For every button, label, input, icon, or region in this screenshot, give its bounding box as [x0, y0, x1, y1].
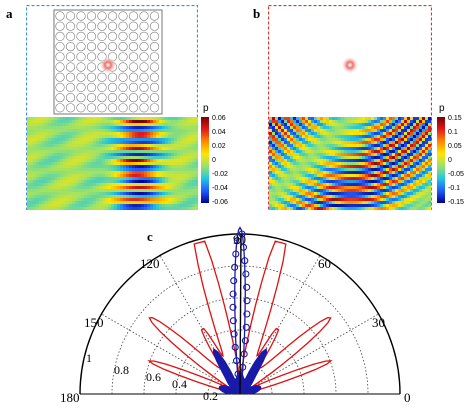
panel-a-figure: [26, 5, 198, 210]
blue-marker: [232, 250, 240, 258]
blue-marker: [230, 277, 238, 285]
cbar-a-tick: 0.06: [212, 115, 226, 122]
panel-b-letter: b: [253, 6, 261, 21]
cbar-b-tick: 0: [448, 157, 452, 164]
panel-c-polar-plot: c 90 120 60 150 30 180 0 1 0.8 0.6 0.4 0…: [60, 226, 411, 405]
blue-marker: [243, 310, 251, 318]
polar-outer-arc: [79, 233, 401, 395]
cbar-a-tick: 0: [212, 157, 216, 164]
blue-marker: [229, 317, 237, 325]
radial-label-0.2: 0.2: [203, 389, 218, 403]
colorbar-b-label: p: [439, 103, 445, 114]
colorbar-a-label: p: [203, 103, 209, 114]
blue-marker: [229, 290, 237, 298]
blue-marker: [241, 337, 249, 345]
colorbar-b: [437, 117, 445, 203]
angle-label-0: 0: [404, 390, 411, 405]
colorbar-a: [201, 117, 209, 203]
cbar-b-tick: 0.15: [448, 115, 462, 122]
radial-label-0.6: 0.6: [146, 370, 161, 384]
cbar-b-tick: 0.1: [448, 129, 458, 136]
blue-marker: [230, 330, 238, 338]
panel-a-letter: a: [6, 6, 13, 21]
blue-marker: [243, 297, 251, 305]
panel-b-figure: [268, 5, 432, 210]
blue-marker: [238, 230, 246, 238]
radial-label-0.4: 0.4: [172, 377, 187, 391]
cbar-a-tick: -0.02: [212, 171, 228, 178]
blue-marker: [234, 370, 242, 378]
angle-label-150: 150: [84, 315, 104, 330]
cbar-a-tick: -0.04: [212, 185, 228, 192]
blue-marker: [241, 257, 249, 265]
blue-base-blob: [200, 348, 268, 394]
cbar-a-tick: 0.04: [212, 129, 226, 136]
cbar-b-tick: -0.15: [448, 199, 464, 206]
blue-marker: [232, 357, 241, 365]
cbar-b-tick: -0.1: [448, 185, 461, 192]
blue-marker: [242, 270, 250, 278]
blue-marker: [231, 343, 239, 351]
source-point-a: [99, 56, 117, 74]
blue-marker: [229, 303, 237, 311]
colorbar-b-ticks: 0.15 0.1 0.05 0 -0.05 -0.1 -0.15: [448, 115, 474, 207]
radial-label-0.8: 0.8: [114, 363, 129, 377]
angle-label-90: 90: [233, 232, 246, 247]
angle-label-60: 60: [318, 256, 331, 271]
angle-label-120: 120: [140, 256, 160, 271]
angle-label-30: 30: [372, 315, 385, 330]
cbar-b-tick: -0.05: [448, 171, 464, 178]
colorbar-a-ticks: 0.06 0.04 0.02 0 -0.02 -0.04 -0.06: [212, 115, 242, 207]
cbar-a-tick: 0.02: [212, 143, 226, 150]
blue-marker: [243, 283, 251, 291]
panel-c-letter: c: [147, 229, 153, 244]
cbar-a-tick: -0.06: [212, 199, 228, 206]
source-point-b: [341, 56, 359, 74]
blue-marker: [231, 263, 239, 271]
polar-center-axis: [239, 233, 242, 395]
blue-directivity-curve: [234, 226, 246, 383]
blue-marker: [240, 350, 248, 358]
radial-label-1: 1: [86, 351, 92, 365]
blue-marker: [242, 323, 250, 331]
angle-label-180: 180: [60, 390, 80, 405]
cbar-b-tick: 0.05: [448, 143, 462, 150]
